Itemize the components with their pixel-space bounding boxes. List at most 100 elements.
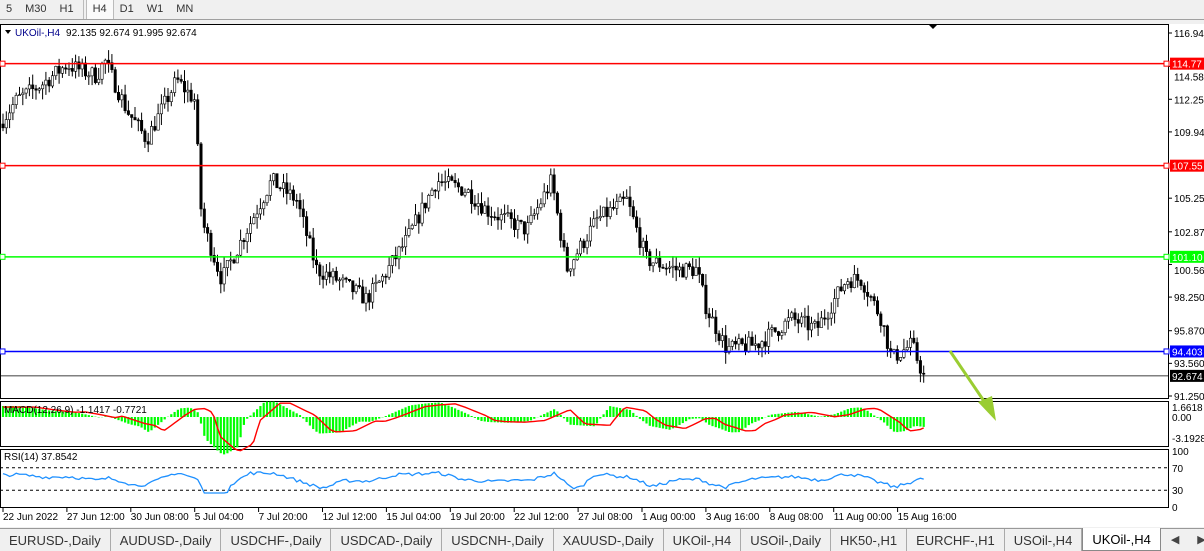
candle — [677, 266, 681, 271]
chart-tab[interactable]: UKOil-,H4 — [1082, 528, 1161, 551]
candle — [354, 285, 358, 293]
rsi-tick-label: 30 — [1172, 486, 1184, 497]
timeframe-h4[interactable]: H4 — [85, 0, 114, 19]
candle — [163, 95, 167, 105]
price-tick-label: 102.870 — [1174, 228, 1204, 239]
candle — [351, 280, 355, 293]
candle — [67, 68, 71, 70]
candle — [542, 191, 546, 205]
chart-tab[interactable]: XAUUSD-,Daily — [554, 529, 664, 551]
candle — [625, 196, 629, 199]
candle — [879, 313, 883, 326]
chart-tab[interactable]: EURUSD-,Daily — [0, 529, 111, 551]
candle — [192, 99, 196, 102]
chart-window[interactable]: 116.940 114.580 112.250 109.940 105.250 102.8… — [0, 24, 1204, 527]
candle — [552, 174, 556, 194]
candle — [536, 207, 540, 215]
timeframe-w1[interactable]: W1 — [146, 3, 164, 15]
timeframe-5[interactable]: 5 — [6, 3, 13, 15]
candle — [417, 214, 421, 224]
candle — [440, 181, 444, 183]
candle — [747, 336, 751, 352]
price-tick-label: 112.250 — [1174, 95, 1204, 106]
candle — [503, 213, 507, 215]
candle — [107, 59, 111, 63]
candle — [704, 284, 708, 315]
chart-tab[interactable]: EURCHF-,H1 — [907, 529, 1005, 551]
price-tick-label: 93.560 — [1174, 359, 1204, 370]
date-label: 15 Aug 16:00 — [898, 512, 957, 523]
candle — [301, 208, 305, 217]
price-tick-label: 109.940 — [1174, 128, 1204, 139]
level-price-badge — [1170, 159, 1204, 172]
price-tick-label: 98.250 — [1174, 293, 1204, 304]
candle — [47, 79, 51, 87]
rsi-label: RSI(14) 37.8542 — [4, 452, 78, 463]
candle — [446, 176, 450, 182]
candle — [569, 268, 573, 272]
candle — [100, 63, 104, 80]
candle — [555, 192, 559, 214]
candle — [635, 216, 639, 228]
candle — [443, 181, 447, 183]
chart-tab[interactable]: USOil-,Daily — [741, 529, 831, 551]
candle — [113, 69, 117, 93]
candle — [559, 212, 563, 241]
price-tick-label: 100.560 — [1174, 266, 1204, 277]
chart-tab[interactable]: USDCAD-,Daily — [331, 529, 443, 551]
candle — [265, 195, 269, 204]
candle — [532, 213, 536, 216]
price-tick-label: 95.870 — [1174, 327, 1204, 338]
candle — [183, 81, 187, 93]
trend-arrow — [948, 350, 990, 408]
macd-tick-label: -3.1928 — [1172, 434, 1204, 445]
candle — [918, 360, 922, 374]
candle — [912, 337, 916, 343]
candle — [793, 312, 797, 320]
scroll-right-button[interactable]: ▶ — [1197, 534, 1204, 546]
scroll-left-button[interactable]: ◀ — [1170, 534, 1180, 546]
candle — [17, 94, 21, 97]
candle — [674, 265, 678, 271]
candle — [387, 265, 391, 278]
candle — [687, 263, 691, 268]
chart-tab[interactable]: HK50-,H1 — [831, 529, 908, 551]
level-price-badge — [1170, 57, 1204, 70]
candle — [872, 296, 876, 302]
candle — [763, 341, 767, 347]
candle — [400, 246, 404, 249]
timeframe-d1[interactable]: D1 — [119, 3, 134, 15]
candle — [60, 67, 64, 74]
timeframe-toolbar: 5 M30 H1 H4 D1 W1 MN — [0, 0, 1204, 20]
candle — [826, 317, 830, 320]
chart-tab[interactable]: USDCHF-,Daily — [221, 529, 332, 551]
candle — [859, 280, 863, 286]
candle — [70, 68, 74, 72]
chart-tab[interactable]: UKOil-,H4 — [664, 529, 742, 551]
candle — [783, 320, 787, 333]
candle — [489, 216, 493, 218]
timeframe-m30[interactable]: M30 — [25, 3, 47, 15]
chart-tab[interactable]: USDCNH-,Daily — [442, 529, 554, 551]
candle — [202, 208, 206, 228]
date-label: 30 Jun 08:00 — [131, 512, 189, 523]
candle — [628, 196, 632, 207]
candle — [117, 92, 121, 101]
candle — [885, 325, 889, 349]
macd-tick-label: 1.6618 — [1172, 403, 1203, 414]
timeframe-mn[interactable]: MN — [176, 3, 194, 15]
candle — [364, 293, 368, 304]
chart-tab[interactable]: AUDUSD-,Daily — [111, 529, 222, 551]
candle — [285, 182, 289, 194]
chart-tab[interactable]: USOil-,H4 — [1005, 529, 1083, 551]
candle — [684, 263, 688, 278]
candle — [374, 282, 378, 285]
level-price-label: 94.403 — [1172, 347, 1203, 358]
candle — [209, 232, 213, 256]
timeframe-h1[interactable]: H1 — [59, 3, 74, 15]
date-label: 19 Jul 20:00 — [450, 512, 505, 523]
candle — [110, 62, 114, 70]
candle — [816, 321, 820, 328]
candle — [288, 189, 292, 194]
candle — [905, 347, 909, 351]
